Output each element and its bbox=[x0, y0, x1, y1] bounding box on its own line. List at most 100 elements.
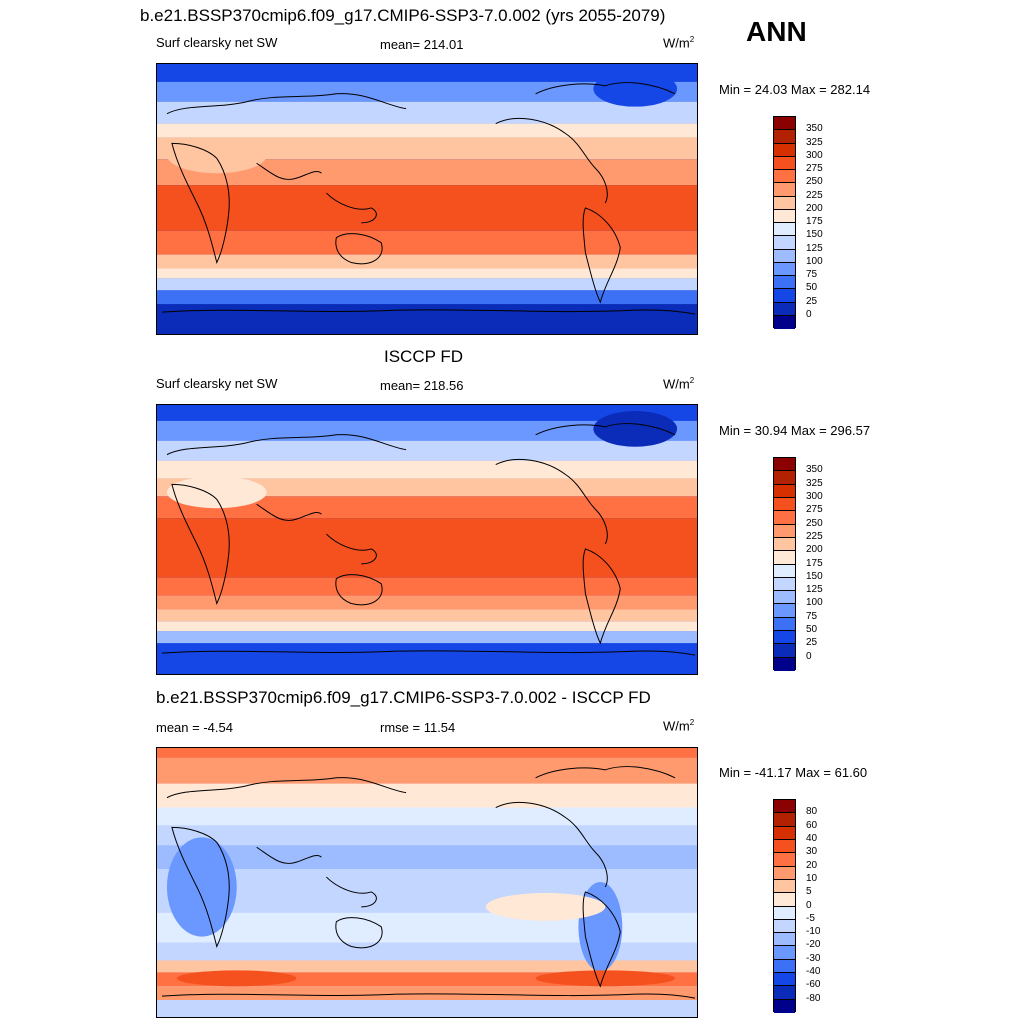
band bbox=[157, 230, 697, 255]
band bbox=[157, 621, 697, 632]
panel3-colorbar bbox=[773, 799, 796, 1013]
samerica-field bbox=[578, 882, 623, 972]
colorbar-label: 25 bbox=[806, 637, 818, 649]
band bbox=[157, 986, 697, 1001]
colorbar-label: 0 bbox=[806, 899, 812, 911]
colorbar-label: 325 bbox=[806, 136, 823, 148]
panel2-colorbar bbox=[773, 457, 796, 671]
colorbar-swatch bbox=[774, 471, 795, 485]
colorbar-swatch bbox=[774, 537, 795, 552]
colorbar-label: 10 bbox=[806, 872, 818, 884]
band bbox=[157, 278, 697, 291]
pacific-warm bbox=[485, 892, 606, 921]
colorbar-swatch bbox=[774, 919, 795, 934]
colorbar-swatch bbox=[774, 946, 795, 960]
colorbar-swatch bbox=[774, 959, 795, 974]
colorbar-label: 5 bbox=[806, 886, 812, 898]
colorbar-swatch bbox=[774, 170, 795, 184]
band bbox=[157, 807, 697, 826]
panel2-title: ISCCP FD bbox=[384, 347, 464, 366]
band bbox=[157, 496, 697, 519]
colorbar-label: 0 bbox=[806, 308, 812, 320]
colorbar-label: 350 bbox=[806, 464, 823, 476]
colorbar-swatch bbox=[774, 564, 795, 578]
band bbox=[157, 942, 697, 961]
panel3-map bbox=[156, 747, 698, 1018]
colorbar-swatch bbox=[774, 497, 795, 512]
panel2-mean-label: mean= 218.56 bbox=[380, 378, 464, 393]
band bbox=[157, 440, 697, 461]
colorbar-swatch bbox=[774, 591, 795, 605]
colorbar-swatch bbox=[774, 458, 795, 472]
season-label: ANN bbox=[746, 16, 807, 47]
panel1-units: W/m2 bbox=[663, 35, 695, 51]
colorbar-label: 275 bbox=[806, 163, 823, 174]
antarctic-warm bbox=[176, 970, 297, 987]
colorbar-swatch bbox=[774, 879, 795, 894]
colorbar-label: 325 bbox=[806, 477, 823, 489]
band bbox=[157, 405, 697, 421]
colorbar-label: 175 bbox=[806, 216, 823, 227]
band bbox=[157, 101, 697, 124]
colorbar-swatch bbox=[774, 209, 795, 223]
panel1-mean-label: mean= 214.01 bbox=[380, 37, 464, 52]
band bbox=[157, 304, 697, 334]
band bbox=[157, 460, 697, 479]
colorbar-swatch bbox=[774, 577, 795, 592]
colorbar-label: 50 bbox=[806, 624, 818, 636]
colorbar-swatch bbox=[774, 183, 795, 197]
colorbar-swatch bbox=[774, 866, 795, 880]
band bbox=[157, 631, 697, 644]
colorbar-swatch bbox=[774, 315, 795, 329]
greenland-field bbox=[593, 410, 678, 447]
colorbar-label: 300 bbox=[806, 149, 823, 161]
colorbar-label: 175 bbox=[806, 557, 823, 569]
band bbox=[157, 268, 697, 279]
sahara-field bbox=[166, 137, 267, 174]
band bbox=[157, 518, 697, 578]
colorbar-swatch bbox=[774, 604, 795, 618]
colorbar-swatch bbox=[774, 906, 795, 920]
colorbar-swatch bbox=[774, 289, 795, 303]
band bbox=[157, 137, 697, 160]
band bbox=[157, 643, 697, 674]
colorbar-swatch bbox=[774, 657, 795, 671]
colorbar-swatch bbox=[774, 800, 795, 814]
colorbar-label: 80 bbox=[806, 806, 818, 818]
colorbar-label: 125 bbox=[806, 242, 823, 254]
panel3-units: W/m2 bbox=[663, 718, 695, 734]
panel3-rmse-label: rmse = 11.54 bbox=[380, 720, 456, 735]
band bbox=[157, 420, 697, 441]
panel3-mean-label: mean = -4.54 bbox=[156, 720, 233, 735]
colorbar-swatch bbox=[774, 117, 795, 131]
main-title: b.e21.BSSP370cmip6.f09_g17.CMIP6-SSP3-7.… bbox=[140, 6, 666, 25]
colorbar-label: 75 bbox=[806, 610, 818, 622]
colorbar-swatch bbox=[774, 249, 795, 263]
colorbar-label: 40 bbox=[806, 832, 818, 844]
africa-field bbox=[166, 837, 237, 937]
colorbar-swatch bbox=[774, 631, 795, 645]
coastlines bbox=[161, 82, 696, 315]
panel2-minmax: Min = 30.94 Max = 296.57 bbox=[719, 423, 871, 438]
colorbar-label: -30 bbox=[806, 952, 821, 964]
band bbox=[157, 845, 697, 870]
colorbar-label: 150 bbox=[806, 229, 823, 241]
panel2-units: W/m2 bbox=[663, 376, 695, 392]
coastlines bbox=[161, 423, 696, 656]
panel1-map bbox=[156, 63, 698, 335]
colorbar-label: 60 bbox=[806, 819, 818, 831]
colorbar-label: 300 bbox=[806, 490, 823, 502]
colorbar-label: 100 bbox=[806, 255, 823, 267]
band bbox=[157, 748, 697, 758]
band bbox=[157, 825, 697, 846]
colorbar-label: 250 bbox=[806, 176, 823, 188]
band bbox=[157, 478, 697, 497]
band bbox=[157, 185, 697, 231]
band bbox=[157, 577, 697, 596]
panel1-colorbar bbox=[773, 116, 796, 329]
colorbar-swatch bbox=[774, 511, 795, 525]
colorbar-swatch bbox=[774, 302, 795, 316]
band bbox=[157, 123, 697, 138]
band bbox=[157, 254, 697, 269]
sahara-field bbox=[166, 476, 267, 509]
